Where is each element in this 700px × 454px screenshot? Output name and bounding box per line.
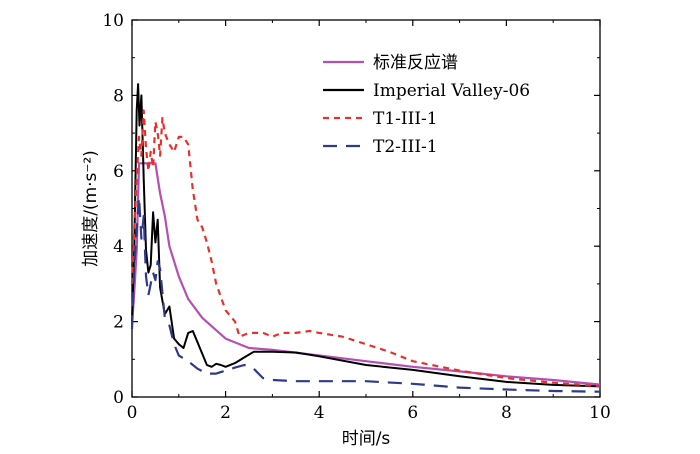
series-line-4 bbox=[130, 196, 601, 393]
y-tick-label: 2 bbox=[113, 313, 124, 333]
x-tick-label: 0 bbox=[127, 403, 138, 423]
y-tick-label: 6 bbox=[113, 162, 124, 182]
plot-frame bbox=[131, 19, 601, 398]
series-line-1 bbox=[130, 162, 601, 386]
plot-area bbox=[131, 19, 601, 398]
y-tick-label: 8 bbox=[113, 86, 124, 106]
legend-label-2: Imperial Valley-06 bbox=[373, 81, 530, 101]
legend-label-4: T2-III-1 bbox=[373, 137, 438, 157]
legend-label-3: T1-III-1 bbox=[373, 109, 438, 129]
x-axis-label: 时间/s bbox=[342, 429, 391, 449]
x-tick-label: 6 bbox=[407, 403, 418, 423]
legend: 标准反应谱 Imperial Valley-06 T1-III-1 T2-III-1 bbox=[323, 53, 530, 157]
y-axis-label: 加速度/(m·s⁻²) bbox=[81, 150, 101, 267]
axis-ticks: 0 2 4 6 8 10 0 2 4 6 8 10 bbox=[102, 11, 610, 423]
x-tick-label: 4 bbox=[314, 403, 325, 423]
legend-label-1: 标准反应谱 bbox=[373, 53, 458, 73]
series-layer bbox=[130, 83, 601, 393]
y-tick-label: 10 bbox=[102, 11, 124, 31]
y-tick-label: 0 bbox=[113, 388, 124, 408]
x-tick-label: 2 bbox=[220, 403, 231, 423]
y-tick-label: 4 bbox=[113, 237, 124, 257]
series-line-3 bbox=[130, 109, 601, 388]
x-tick-label: 8 bbox=[501, 403, 512, 423]
x-tick-label: 10 bbox=[589, 403, 611, 423]
series-line-2 bbox=[131, 83, 601, 388]
